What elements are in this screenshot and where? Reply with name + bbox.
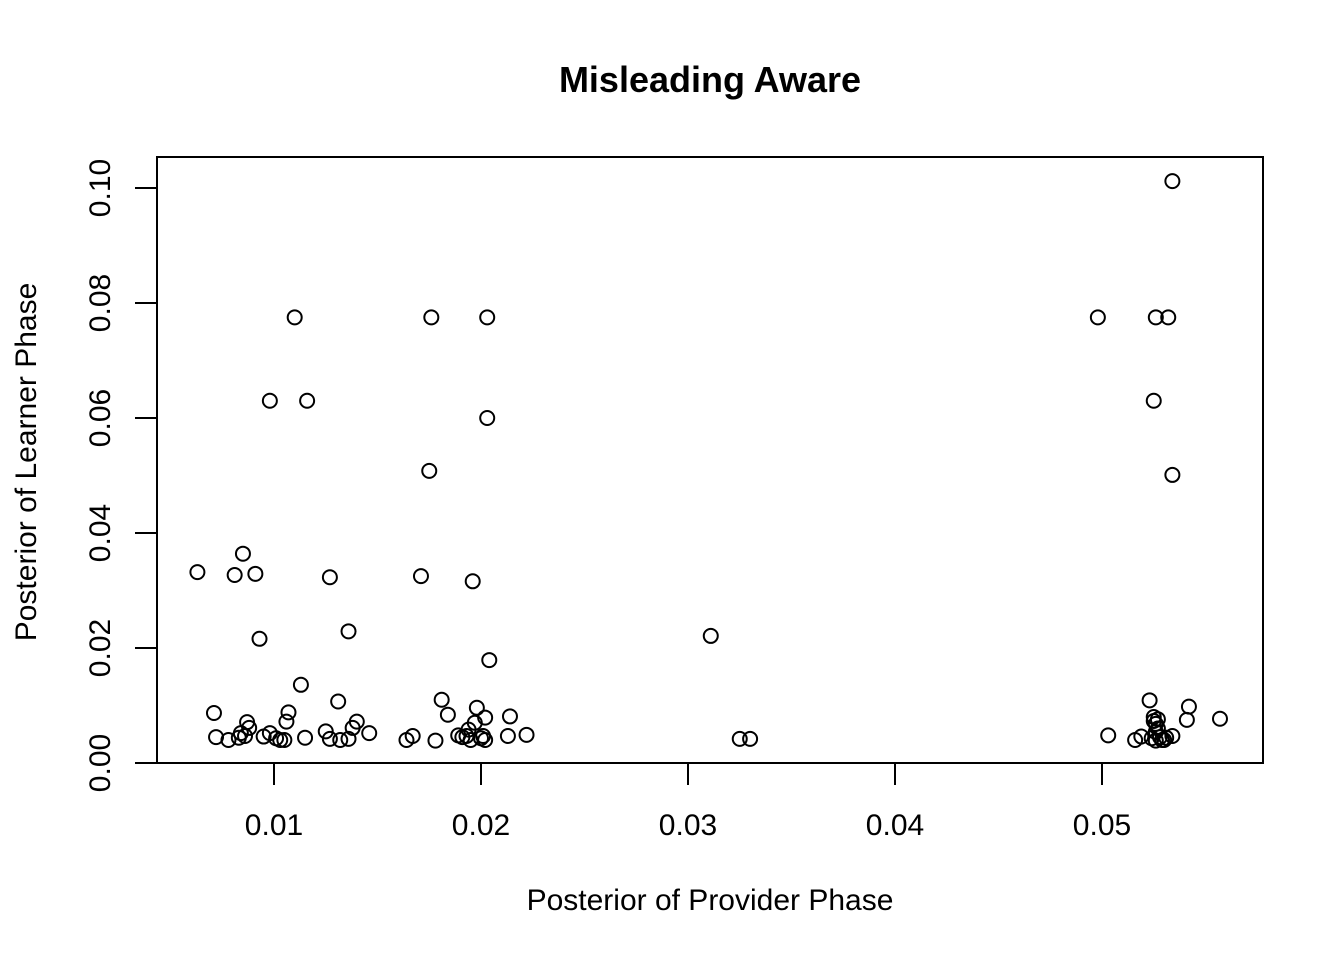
data-point (278, 713, 295, 730)
y-tick-label: 0.02 (84, 619, 117, 677)
data-point (280, 704, 297, 721)
data-point (477, 709, 494, 726)
plot-frame (156, 156, 1264, 764)
data-point (234, 545, 251, 562)
y-tick-label: 0.00 (84, 734, 117, 792)
data-point (1156, 732, 1173, 748)
data-point (332, 732, 349, 748)
data-point (439, 706, 456, 723)
data-point (1178, 711, 1195, 728)
y-tick-label: 0.08 (84, 274, 117, 332)
y-tick-label: 0.06 (84, 389, 117, 447)
data-point (518, 726, 535, 743)
data-point (261, 392, 278, 409)
data-point (479, 410, 496, 426)
x-tick-label: 0.01 (245, 809, 303, 842)
data-point (317, 723, 334, 740)
data-point (226, 566, 243, 583)
data-point (340, 730, 357, 747)
data-point (404, 727, 421, 744)
data-point (1164, 466, 1181, 483)
data-point (468, 699, 485, 716)
data-point (272, 732, 289, 748)
data-point (501, 708, 518, 725)
data-point (1133, 728, 1150, 745)
data-point (742, 730, 759, 747)
data-point (286, 309, 303, 326)
data-point (427, 732, 444, 749)
data-point (340, 623, 357, 640)
data-point (1164, 727, 1181, 744)
data-point (205, 704, 222, 721)
data-point (479, 309, 496, 326)
x-tick-label: 0.05 (1073, 809, 1131, 842)
data-point (1141, 692, 1158, 709)
x-tick-label: 0.02 (452, 809, 510, 842)
data-points (189, 173, 1228, 749)
y-tick-label: 0.10 (84, 159, 117, 217)
data-point (499, 727, 516, 744)
x-axis: 0.01 0.02 0.03 0.04 0.05 (245, 762, 1131, 842)
data-point (421, 462, 438, 479)
data-point (1147, 309, 1164, 326)
data-point (702, 627, 719, 644)
data-point (1145, 392, 1162, 409)
data-point (1147, 732, 1164, 749)
data-point (241, 719, 258, 736)
x-tick-label: 0.04 (866, 809, 924, 842)
data-point (276, 732, 293, 748)
data-point (361, 725, 378, 742)
data-point (321, 730, 338, 747)
data-point (251, 630, 268, 647)
chart-title: Misleading Aware (559, 59, 861, 100)
data-point (189, 564, 206, 581)
data-point (321, 569, 338, 586)
data-point (299, 392, 316, 409)
data-point (412, 568, 429, 585)
data-point (297, 729, 314, 746)
data-point (247, 565, 264, 582)
x-axis-label: Posterior of Provider Phase (527, 884, 894, 917)
data-point (292, 676, 309, 693)
data-point (423, 309, 440, 326)
data-point (348, 713, 365, 730)
data-point (1158, 729, 1175, 746)
data-point (1151, 729, 1168, 746)
data-point (433, 691, 450, 708)
data-point (1180, 698, 1197, 715)
data-point (220, 732, 237, 748)
y-tick-label: 0.04 (84, 504, 117, 562)
data-point (481, 652, 498, 669)
data-point (731, 730, 748, 747)
data-point (1160, 309, 1177, 326)
y-axis-label: Posterior of Learner Phase (10, 283, 43, 642)
data-point (330, 693, 347, 710)
data-point (477, 732, 494, 748)
data-point (1089, 309, 1106, 326)
data-point (1164, 173, 1181, 190)
data-point (1149, 711, 1166, 728)
y-axis: 0.00 0.02 0.04 0.06 0.08 0.10 (84, 159, 158, 792)
data-point (1100, 727, 1117, 744)
data-point (1211, 710, 1228, 727)
data-point (464, 573, 481, 590)
x-tick-label: 0.03 (659, 809, 717, 842)
